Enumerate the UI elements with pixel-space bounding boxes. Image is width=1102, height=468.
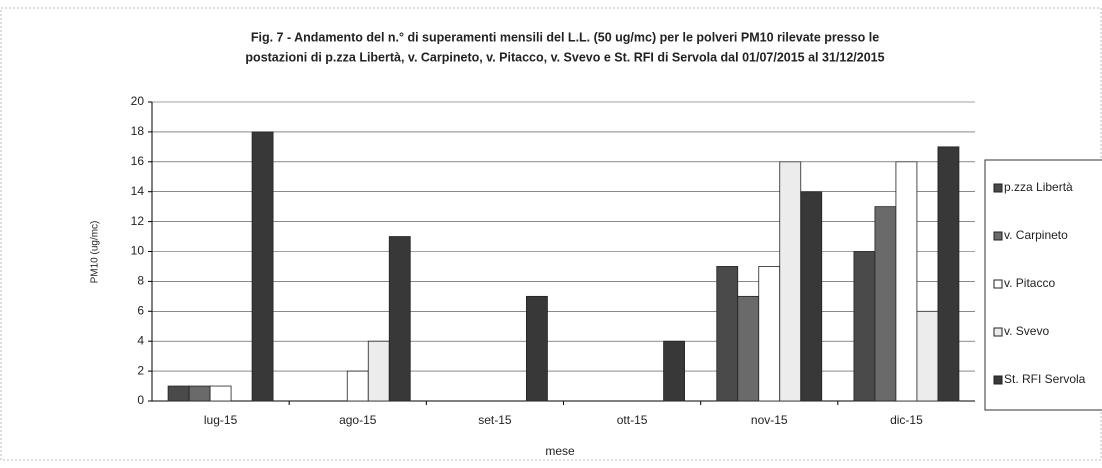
x-tick-label: lug-15 (204, 413, 238, 427)
y-tick-label: 10 (131, 244, 145, 258)
x-tick-label: dic-15 (890, 413, 923, 427)
y-tick-label: 4 (137, 333, 144, 347)
y-tick-label: 8 (137, 274, 144, 288)
legend-label: p.zza Libertà (1004, 180, 1073, 194)
bar (916, 310, 939, 402)
x-axis-label: mese (545, 444, 575, 458)
bar (779, 161, 802, 402)
bar (526, 295, 548, 402)
x-tick-label: set-15 (478, 413, 512, 427)
legend-label: St. RFI Servola (1004, 372, 1086, 386)
y-tick-label: 16 (131, 154, 145, 168)
bar (388, 236, 411, 402)
bar (367, 340, 390, 402)
y-tick-label: 0 (137, 393, 144, 407)
y-tick-label: 12 (131, 214, 145, 228)
bar (853, 251, 876, 402)
y-tick-label: 20 (131, 94, 145, 108)
bar (937, 146, 960, 402)
chart-title: Fig. 7 - Andamento del n.° di superament… (251, 30, 879, 44)
x-tick-label: ago-15 (339, 413, 377, 427)
bar (346, 370, 369, 402)
bar (188, 385, 211, 402)
legend-swatch (993, 327, 1003, 337)
bar (663, 340, 685, 402)
bar (251, 131, 274, 402)
bar (737, 295, 760, 402)
bar (716, 266, 739, 402)
bar (800, 191, 823, 402)
legend-swatch (993, 375, 1003, 385)
legend-label: v. Pitacco (1004, 276, 1055, 290)
legend-swatch (993, 183, 1003, 193)
bar (209, 385, 232, 402)
legend-swatch (993, 231, 1003, 241)
y-tick-label: 6 (137, 303, 144, 317)
bar (874, 206, 897, 402)
y-tick-label: 18 (131, 124, 145, 138)
bar (895, 161, 918, 402)
bar (167, 385, 190, 402)
y-axis-label: PM10 (ug/mc) (90, 221, 101, 284)
legend-label: v. Svevo (1004, 324, 1049, 338)
x-tick-label: nov-15 (751, 413, 788, 427)
legend-label: v. Carpineto (1004, 228, 1068, 242)
bar (758, 266, 781, 402)
y-tick-label: 2 (137, 363, 144, 377)
chart-title: postazioni di p.zza Libertà, v. Carpinet… (245, 50, 884, 64)
y-tick-label: 14 (131, 184, 145, 198)
legend-box (984, 159, 1102, 411)
x-tick-label: ott-15 (617, 413, 648, 427)
legend-swatch (993, 279, 1003, 289)
